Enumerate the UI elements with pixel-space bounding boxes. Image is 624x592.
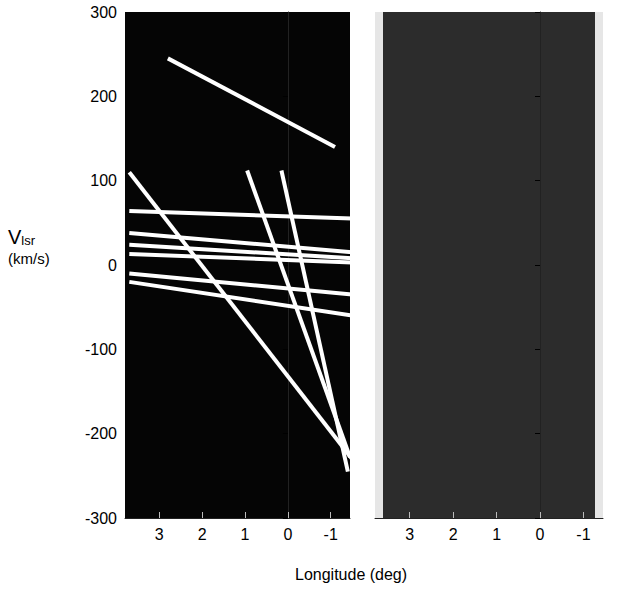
svg-text:2: 2 (449, 526, 458, 543)
svg-text:100: 100 (90, 172, 117, 189)
svg-text:3: 3 (155, 526, 164, 543)
svg-text:lsr: lsr (21, 233, 35, 248)
svg-text:200: 200 (90, 88, 117, 105)
svg-text:0: 0 (283, 526, 292, 543)
svg-text:-100: -100 (85, 341, 117, 358)
svg-text:3: 3 (405, 526, 414, 543)
svg-text:1: 1 (492, 526, 501, 543)
svg-text:-200: -200 (85, 425, 117, 442)
svg-text:1: 1 (241, 526, 250, 543)
svg-text:V: V (8, 226, 22, 248)
svg-text:Longitude (deg): Longitude (deg) (295, 566, 407, 583)
svg-text:300: 300 (90, 4, 117, 21)
svg-text:-1: -1 (576, 526, 590, 543)
svg-text:2: 2 (198, 526, 207, 543)
svg-text:0: 0 (108, 257, 117, 274)
svg-text:(km/s): (km/s) (8, 250, 50, 267)
svg-text:-300: -300 (85, 510, 117, 527)
svg-text:-1: -1 (324, 526, 338, 543)
svg-text:0: 0 (536, 526, 545, 543)
